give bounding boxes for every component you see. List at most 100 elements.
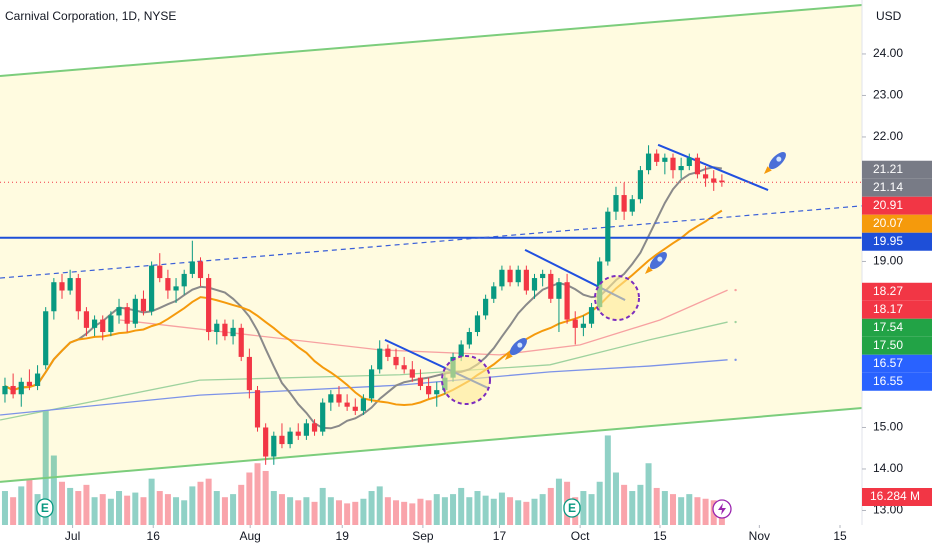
volume-bar	[67, 487, 74, 525]
candle-body	[287, 431, 293, 445]
volume-bar	[498, 492, 505, 525]
price-label: 17.50	[873, 338, 903, 352]
price-label: 17.54	[873, 320, 903, 334]
price-label-box	[862, 318, 932, 337]
candle-body	[91, 319, 98, 328]
volume-bar	[197, 481, 204, 525]
volume-bar	[368, 491, 375, 525]
candle-body	[51, 282, 57, 312]
volume-bar	[588, 494, 595, 525]
volume-bar	[466, 497, 473, 525]
candle-body	[34, 373, 41, 386]
volume-label-box	[862, 488, 932, 506]
volume-bar	[555, 478, 562, 525]
volume-bar	[238, 484, 245, 525]
event-badge	[563, 498, 581, 518]
rocket-icon	[763, 152, 786, 175]
volume-bar	[702, 498, 709, 525]
candle-body	[83, 311, 90, 328]
volume-bar	[482, 495, 489, 525]
x-tick-label: 19	[336, 529, 350, 543]
chart-title: Carnival Corporation, 1D, NYSE	[5, 9, 176, 23]
trend-line	[0, 3, 863, 77]
candle-body	[458, 344, 464, 357]
volume-bar	[26, 478, 33, 525]
price-label-box	[862, 232, 932, 251]
volume-bar	[205, 478, 212, 525]
volume-bar	[213, 491, 220, 525]
drawings	[441, 152, 786, 519]
volume-bar	[401, 501, 408, 525]
candle-body	[368, 369, 375, 399]
price-label: 16.57	[873, 356, 903, 370]
event-badge	[36, 498, 54, 518]
y-tick-label: 23.00	[873, 88, 903, 102]
volume-bar	[596, 481, 603, 525]
candle-body	[662, 157, 668, 162]
price-label-box	[862, 336, 932, 355]
highlight-circle	[441, 355, 491, 405]
candle-body	[719, 180, 725, 183]
candle-body	[507, 269, 513, 283]
candle-body	[295, 431, 301, 436]
volume-bar	[629, 491, 636, 525]
volume-bar	[515, 500, 522, 525]
candle-body	[605, 211, 611, 262]
volume-bar	[221, 497, 228, 525]
candle-body	[702, 174, 709, 179]
volume-label: 16.284 M	[870, 489, 920, 503]
volume-bar	[262, 470, 269, 525]
candle-body	[637, 170, 644, 200]
volume-bar	[612, 472, 619, 525]
volume-bar	[352, 501, 359, 525]
price-label-box	[862, 178, 932, 197]
candle-body	[385, 348, 391, 357]
candle-body	[206, 278, 212, 333]
price-label: 20.91	[873, 198, 903, 212]
x-tick-label: 15	[653, 529, 667, 543]
candle-body	[43, 311, 49, 366]
price-label-box	[862, 160, 932, 179]
candle-body	[173, 286, 179, 291]
candle-body	[597, 261, 603, 308]
volume-bar	[539, 494, 546, 525]
ma-end-dot	[734, 288, 737, 292]
volume-bar	[474, 491, 481, 525]
volume-bar	[10, 497, 17, 525]
candle-body	[540, 273, 546, 279]
candle-body	[26, 381, 33, 386]
candle-body	[645, 153, 652, 171]
candle-body	[572, 319, 578, 328]
event-label: E	[568, 501, 576, 515]
price-axis	[862, 0, 932, 550]
volume-bar	[75, 491, 82, 525]
volume-bar	[124, 495, 131, 525]
candle-body	[483, 298, 489, 316]
x-tick-label: 15	[833, 529, 847, 543]
volume-bar	[303, 497, 310, 525]
x-tick-label: Jul	[65, 529, 80, 543]
volume-bar	[83, 484, 90, 525]
candle-body	[149, 265, 155, 312]
candle-body	[18, 381, 24, 395]
candle-body	[434, 390, 440, 395]
y-tick-label: 15.00	[873, 420, 903, 434]
volume-bar	[164, 494, 171, 525]
candle-body	[499, 269, 505, 287]
candle-body	[694, 157, 701, 175]
lightning-icon[interactable]	[712, 499, 732, 519]
candle-body	[116, 307, 122, 316]
price-label-box	[862, 214, 932, 233]
candle-body	[654, 153, 660, 162]
candle-body	[344, 402, 350, 407]
x-tick-label: 17	[493, 529, 507, 543]
candle-body	[108, 315, 114, 333]
trend-line	[0, 406, 863, 483]
volume-bar	[661, 491, 668, 525]
candle-body	[271, 435, 277, 457]
candle-body	[75, 278, 81, 312]
candle-body	[417, 377, 424, 386]
y-tick-label: 22.00	[873, 129, 903, 143]
candle-body	[328, 394, 334, 403]
candle-body	[360, 398, 367, 411]
